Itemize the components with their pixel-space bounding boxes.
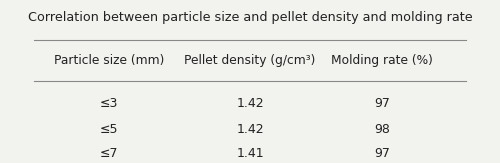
- Text: ≤3: ≤3: [100, 97, 118, 110]
- Text: 1.42: 1.42: [236, 123, 264, 136]
- Text: 97: 97: [374, 97, 390, 110]
- Text: ≤5: ≤5: [100, 123, 118, 136]
- Text: 1.41: 1.41: [236, 147, 264, 160]
- Text: Correlation between particle size and pellet density and molding rate: Correlation between particle size and pe…: [28, 11, 472, 24]
- Text: Molding rate (%): Molding rate (%): [331, 54, 433, 67]
- Text: 98: 98: [374, 123, 390, 136]
- Text: Particle size (mm): Particle size (mm): [54, 54, 164, 67]
- Text: ≤7: ≤7: [100, 147, 118, 160]
- Text: 1.42: 1.42: [236, 97, 264, 110]
- Text: 97: 97: [374, 147, 390, 160]
- Text: Pellet density (g/cm³): Pellet density (g/cm³): [184, 54, 316, 67]
